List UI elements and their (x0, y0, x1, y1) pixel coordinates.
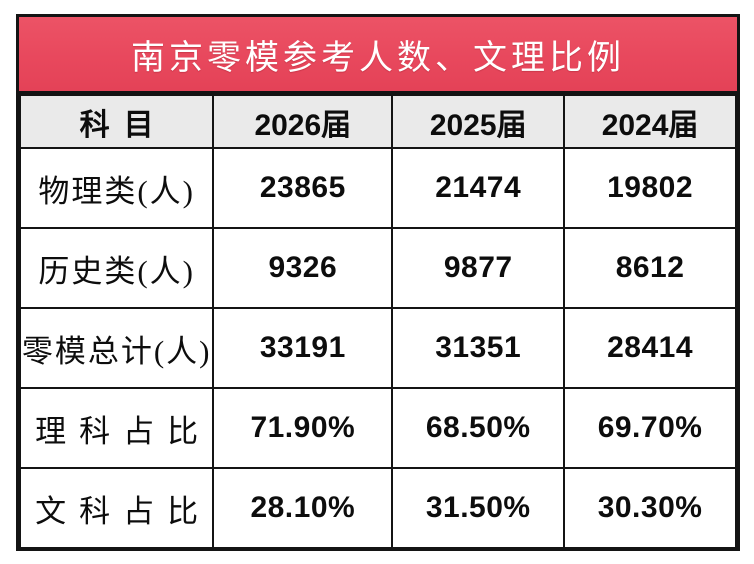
cell-arts-ratio-2025: 31.50% (391, 467, 566, 549)
cell-physics-2026: 23865 (212, 147, 394, 229)
data-table: 科目 2026届 2025届 2024届 物理类(人) 23865 21474 … (18, 94, 737, 549)
cell-total-2024: 28414 (563, 307, 737, 389)
row-label-science-ratio: 理科占比 (18, 387, 215, 469)
cell-history-2025: 9877 (391, 227, 566, 309)
cell-total-2026: 33191 (212, 307, 394, 389)
table-row-science-ratio: 理科占比 71.90% 68.50% 69.70% (18, 387, 737, 469)
row-label-arts-ratio: 文科占比 (18, 467, 215, 549)
cell-history-2024: 8612 (563, 227, 737, 309)
cell-science-ratio-2024: 69.70% (563, 387, 737, 469)
column-header-class-2024: 2024届 (563, 94, 737, 149)
cell-arts-ratio-2026: 28.10% (212, 467, 394, 549)
header-row: 科目 2026届 2025届 2024届 (18, 94, 737, 149)
cell-science-ratio-2025: 68.50% (391, 387, 566, 469)
table-row-arts-ratio: 文科占比 28.10% 31.50% 30.30% (18, 467, 737, 549)
row-label-physics: 物理类(人) (18, 147, 215, 229)
cell-total-2025: 31351 (391, 307, 566, 389)
table-row-history: 历史类(人) 9326 9877 8612 (18, 227, 737, 309)
cell-history-2026: 9326 (212, 227, 394, 309)
table-title: 南京零模参考人数、文理比例 (131, 39, 625, 77)
column-header-class-2025: 2025届 (391, 94, 566, 149)
column-header-subject: 科目 (18, 94, 215, 149)
row-label-history: 历史类(人) (18, 227, 215, 309)
cell-physics-2025: 21474 (391, 147, 566, 229)
column-header-class-2026: 2026届 (212, 94, 394, 149)
cell-science-ratio-2026: 71.90% (212, 387, 394, 469)
table-row-physics: 物理类(人) 23865 21474 19802 (18, 147, 737, 229)
cell-arts-ratio-2024: 30.30% (563, 467, 737, 549)
table-row-total: 零模总计(人) 33191 31351 28414 (18, 307, 737, 389)
data-table-container: 南京零模参考人数、文理比例 科目 2026届 2025届 2024届 物理类(人… (16, 14, 740, 551)
cell-physics-2024: 19802 (563, 147, 737, 229)
table-title-band: 南京零模参考人数、文理比例 (19, 17, 737, 94)
row-label-total: 零模总计(人) (18, 307, 215, 389)
